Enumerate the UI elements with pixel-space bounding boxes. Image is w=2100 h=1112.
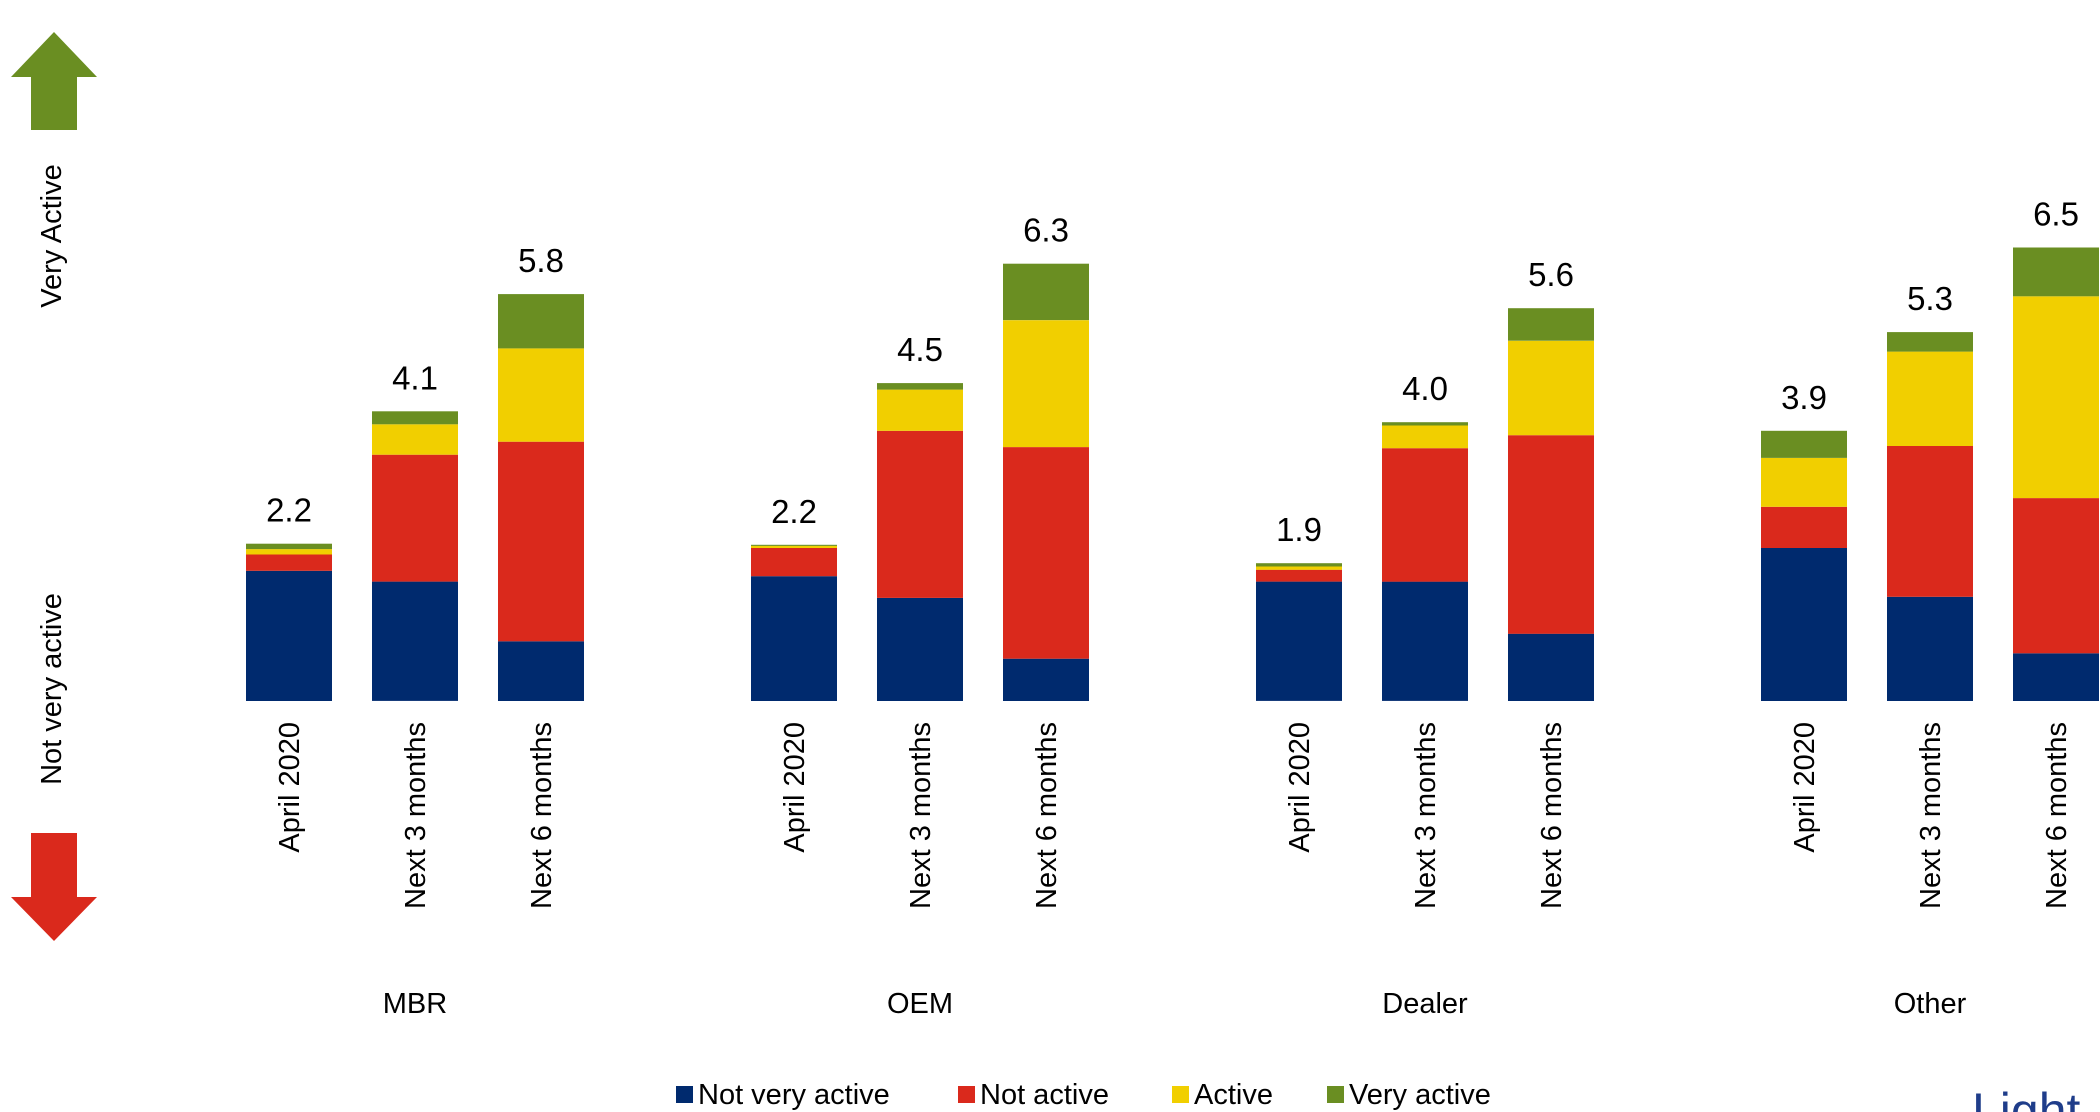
bar-segment-oem-1-3	[751, 545, 837, 548]
bar-segment-dealer-2-3	[1382, 425, 1468, 449]
labels-layer: 2.2 April 2020 4.1 Next 3 months 5.8 Next 6 m…	[266, 196, 2079, 1021]
group-label-other: Other	[1894, 988, 1967, 1020]
total-label: 1.9	[1276, 511, 1322, 548]
logo-text: Light	[1972, 1083, 2081, 1112]
bar-segment-oem-2-3	[877, 389, 963, 431]
bar-segment-dealer-3-4	[1508, 308, 1594, 341]
bar-segment-other-2-2	[1887, 446, 1973, 597]
down-arrow-icon	[11, 833, 97, 941]
bar-segment-oem-2-4	[877, 383, 963, 390]
bar-segment-oem-2-1	[877, 597, 963, 701]
bar-segment-dealer-3-3	[1508, 340, 1594, 436]
bar-segment-dealer-1-1	[1256, 581, 1342, 701]
legend-label: Not active	[980, 1079, 1109, 1111]
up-arrow-icon	[11, 32, 97, 130]
bar-segment-mbr-2-1	[372, 581, 458, 701]
total-label: 2.2	[771, 493, 817, 530]
bar-segment-mbr-2-2	[372, 454, 458, 582]
category-label: Next 6 months	[1031, 722, 1063, 909]
bars-layer	[246, 247, 2099, 701]
legend-swatch	[676, 1086, 693, 1103]
category-label: Next 3 months	[400, 722, 432, 909]
y-axis-bottom-label: Not very active	[36, 593, 68, 785]
bar-segment-oem-3-3	[1003, 320, 1089, 448]
bar-segment-other-1-1	[1761, 548, 1847, 701]
legend: Not very active Not active Active Very acti…	[676, 1079, 1491, 1111]
bar-segment-mbr-1-2	[246, 554, 332, 571]
bar-segment-oem-1-4	[751, 544, 837, 546]
legend-label: Very active	[1349, 1079, 1491, 1111]
bar-segment-oem-1-2	[751, 548, 837, 577]
bar-segment-dealer-3-2	[1508, 435, 1594, 634]
group-label-dealer: Dealer	[1382, 988, 1468, 1020]
total-label: 2.2	[266, 492, 312, 529]
axis-arrows	[11, 32, 97, 941]
bar-segment-other-3-3	[2013, 296, 2099, 499]
bar-segment-mbr-3-2	[498, 441, 584, 642]
bar-segment-mbr-3-1	[498, 641, 584, 701]
total-label: 6.3	[1023, 212, 1069, 249]
total-label: 5.8	[518, 242, 564, 279]
bar-segment-dealer-1-4	[1256, 563, 1342, 567]
total-label: 4.0	[1402, 370, 1448, 407]
bar-segment-other-3-1	[2013, 653, 2099, 701]
legend-swatch	[1172, 1086, 1189, 1103]
y-axis-top-label: Very Active	[36, 164, 68, 307]
bar-segment-dealer-2-1	[1382, 581, 1468, 701]
group-label-mbr: MBR	[383, 988, 447, 1020]
bar-segment-oem-3-1	[1003, 658, 1089, 701]
legend-label: Active	[1194, 1079, 1273, 1111]
category-label: April 2020	[779, 722, 811, 853]
total-label: 4.5	[897, 331, 943, 368]
bar-segment-mbr-3-3	[498, 348, 584, 442]
bar-segment-oem-1-1	[751, 576, 837, 701]
category-label: Next 3 months	[905, 722, 937, 909]
category-label: Next 3 months	[1410, 722, 1442, 909]
total-label: 6.5	[2033, 196, 2079, 233]
bar-segment-mbr-1-4	[246, 543, 332, 550]
bar-segment-other-1-4	[1761, 430, 1847, 458]
total-label: 4.1	[392, 359, 438, 396]
legend-swatch	[958, 1086, 975, 1103]
bar-segment-mbr-1-3	[246, 549, 332, 555]
bar-segment-other-1-3	[1761, 458, 1847, 507]
category-label: April 2020	[274, 722, 306, 853]
bar-segment-other-3-2	[2013, 498, 2099, 654]
bar-segment-dealer-1-2	[1256, 569, 1342, 582]
bar-segment-other-2-1	[1887, 596, 1973, 701]
category-label: Next 3 months	[1915, 722, 1947, 909]
bar-segment-oem-3-4	[1003, 263, 1089, 321]
legend-label: Not very active	[698, 1079, 890, 1111]
bar-segment-dealer-2-4	[1382, 422, 1468, 426]
category-label: Next 6 months	[1536, 722, 1568, 909]
bar-segment-other-1-2	[1761, 506, 1847, 548]
total-label: 5.6	[1528, 256, 1574, 293]
bar-segment-dealer-3-1	[1508, 633, 1594, 701]
category-label: Next 6 months	[526, 722, 558, 909]
bar-segment-mbr-3-4	[498, 294, 584, 349]
bar-segment-other-2-3	[1887, 351, 1973, 446]
category-label: Next 6 months	[2041, 722, 2073, 909]
category-label: April 2020	[1789, 722, 1821, 853]
bar-segment-dealer-2-2	[1382, 448, 1468, 582]
bar-segment-other-3-4	[2013, 247, 2099, 297]
bar-segment-oem-2-2	[877, 430, 963, 598]
total-label: 3.9	[1781, 379, 1827, 416]
bar-segment-other-2-4	[1887, 332, 1973, 352]
total-label: 5.3	[1907, 280, 1953, 317]
bar-segment-oem-3-2	[1003, 447, 1089, 659]
bar-segment-mbr-1-1	[246, 570, 332, 701]
legend-swatch	[1327, 1086, 1344, 1103]
group-label-oem: OEM	[887, 988, 953, 1020]
category-label: April 2020	[1284, 722, 1316, 853]
bar-segment-dealer-1-3	[1256, 566, 1342, 570]
bar-segment-mbr-2-4	[372, 411, 458, 425]
bar-segment-mbr-2-3	[372, 424, 458, 455]
